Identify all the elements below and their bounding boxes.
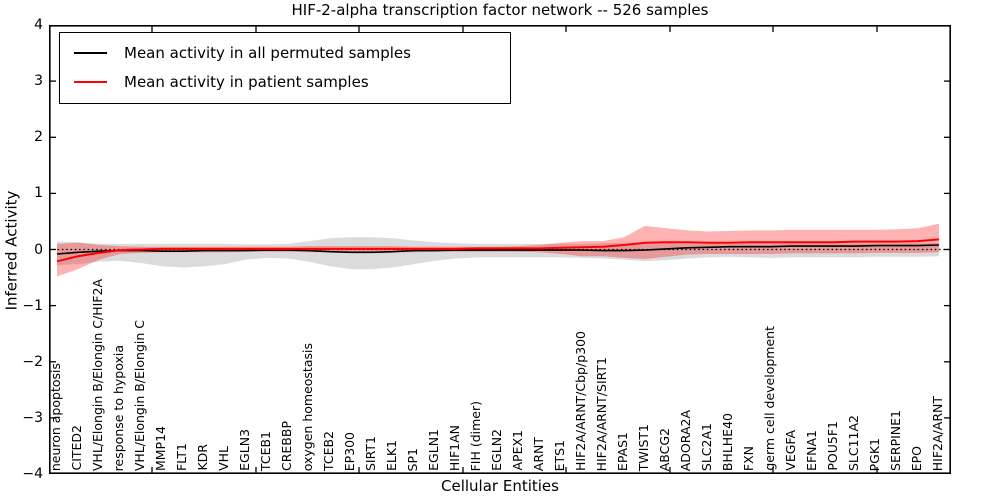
- y-axis-tick-labels: 4 3 2 1 0 −1 −2 −3 −4: [0, 17, 43, 482]
- y-tick-label: −3: [22, 409, 43, 426]
- chart-title: HIF-2-alpha transcription factor network…: [291, 1, 709, 19]
- y-tick-label: 0: [34, 241, 43, 258]
- y-tick-label: 1: [34, 185, 43, 202]
- y-tick-label: 4: [34, 17, 43, 33]
- y-tick-label: −1: [22, 297, 43, 314]
- y-tick-label: 2: [34, 129, 43, 146]
- plot-area: neuron apoptosis CITED2 VHL/Elongin B/Elon…: [48, 25, 951, 474]
- y-tick-label: −4: [22, 466, 43, 482]
- legend-item: Mean activity in all permuted samples: [74, 38, 510, 67]
- legend-item: Mean activity in patient samples: [74, 67, 510, 96]
- legend-line-sample-permuted: [74, 51, 107, 54]
- legend-label: Mean activity in all permuted samples: [124, 43, 411, 62]
- y-tick-label: 3: [34, 73, 43, 90]
- legend-label: Mean activity in patient samples: [124, 72, 369, 91]
- legend: Mean activity in all permuted samples Me…: [59, 32, 511, 104]
- x-axis-label: Cellular Entities: [441, 477, 559, 495]
- legend-line-sample-patient: [74, 80, 107, 83]
- y-tick-label: −2: [22, 353, 43, 370]
- chart-canvas: [49, 25, 951, 474]
